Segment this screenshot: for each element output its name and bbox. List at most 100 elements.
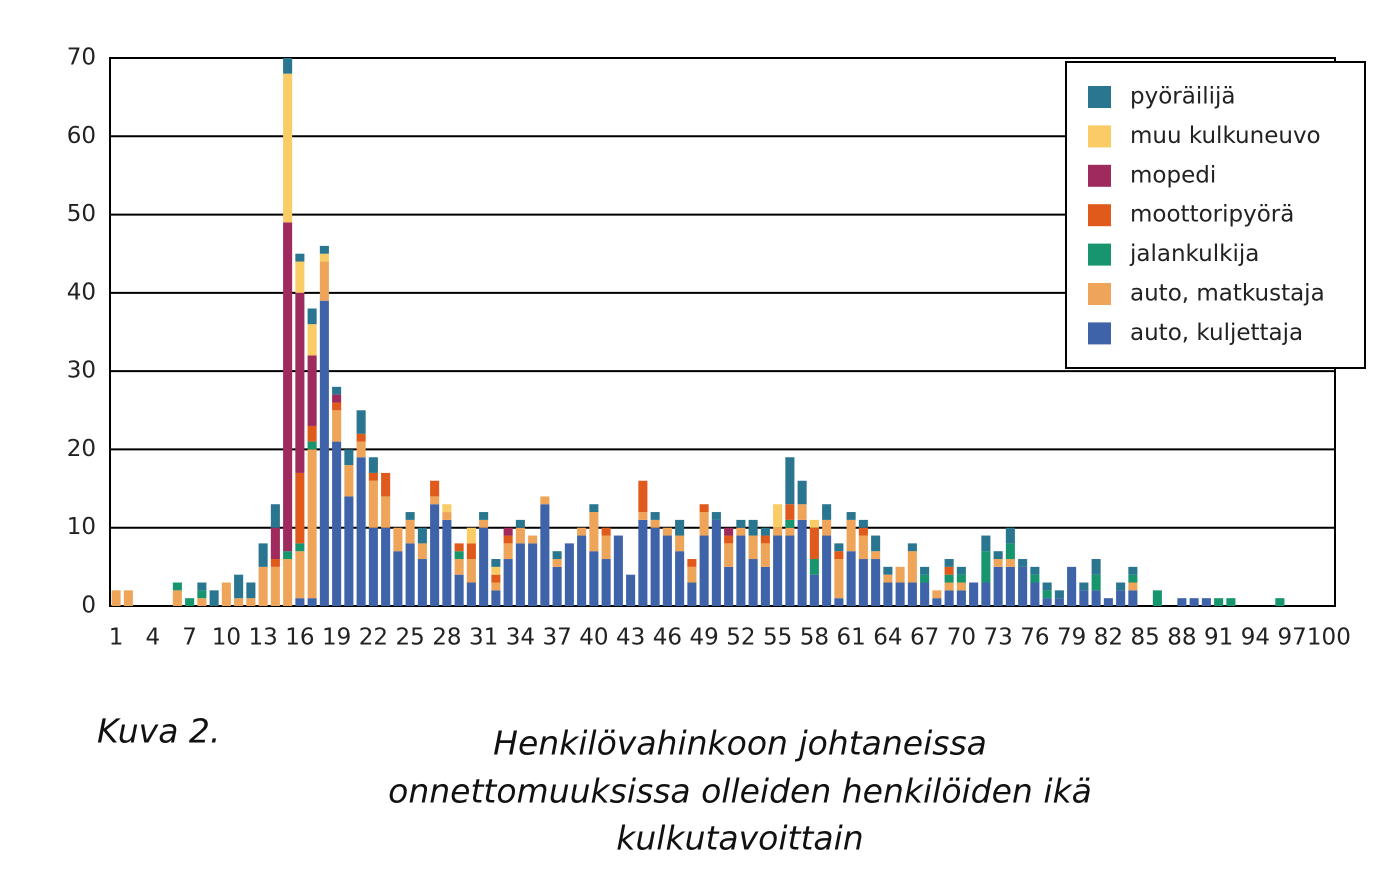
x-tick-label: 52: [726, 625, 755, 651]
bar-segment: [540, 504, 550, 606]
bar-segment: [552, 559, 562, 567]
bar-segment: [956, 566, 966, 575]
x-tick-label: 61: [836, 625, 865, 651]
bar-segment: [956, 574, 966, 583]
bar-segment: [956, 590, 966, 606]
bar-segment: [589, 551, 599, 606]
x-tick-label: 16: [285, 625, 314, 651]
x-tick-label: 64: [873, 625, 902, 651]
bar-segment: [344, 465, 354, 497]
bar-segment: [515, 527, 525, 544]
bar-segment: [442, 512, 452, 520]
y-tick-label: 50: [67, 201, 96, 227]
legend-swatch: [1088, 243, 1111, 266]
x-tick-label: 70: [947, 625, 976, 651]
bar-segment: [809, 519, 819, 528]
bar-segment: [1128, 590, 1138, 606]
bar-segment: [1201, 598, 1211, 606]
bar-segment: [172, 582, 182, 591]
bar-segment: [417, 527, 427, 544]
bar-segment: [307, 598, 317, 606]
bar-segment: [515, 519, 525, 528]
bar-segment: [1005, 559, 1015, 567]
bar-segment: [944, 582, 954, 591]
bar-segment: [1091, 574, 1101, 591]
bar-segment: [368, 527, 378, 606]
bar-segment: [1005, 543, 1015, 560]
bar-segment: [503, 559, 513, 606]
x-tick-label: 76: [1020, 625, 1049, 651]
bar-segment: [307, 441, 317, 450]
bar-segment: [773, 527, 783, 536]
x-tick-label: 22: [359, 625, 388, 651]
legend-label: moottoripyörä: [1130, 202, 1294, 228]
bar-segment: [736, 527, 746, 536]
x-tick-label: 34: [506, 625, 535, 651]
bar-segment: [711, 519, 721, 606]
bar-segment: [1005, 527, 1015, 544]
bar-segment: [540, 496, 550, 505]
bar-segment: [1030, 574, 1040, 583]
bar-segment: [822, 504, 832, 520]
bar-segment: [662, 535, 672, 606]
bar-segment: [858, 559, 868, 606]
bar-segment: [858, 519, 868, 528]
bar-segment: [442, 519, 452, 606]
bar-segment: [442, 504, 452, 513]
legend-box: [1065, 61, 1366, 369]
x-tick-label: 49: [689, 625, 718, 651]
bar-segment: [1018, 566, 1028, 606]
bar-segment: [785, 527, 795, 536]
bar-segment: [319, 245, 329, 254]
bar-segment: [613, 535, 623, 606]
bar-segment: [809, 527, 819, 560]
bar-segment: [846, 519, 856, 552]
bar-segment: [307, 449, 317, 599]
bar-segment: [1079, 582, 1089, 591]
bar-segment: [834, 559, 844, 599]
bar-segment: [1226, 598, 1236, 606]
bar-segment: [405, 543, 415, 606]
bar-segment: [981, 551, 991, 583]
bar-segment: [920, 574, 930, 583]
bar-segment: [993, 559, 1003, 567]
bar-segment: [736, 519, 746, 528]
bar-segment: [883, 566, 893, 575]
bar-segment: [711, 512, 721, 520]
x-tick-label: 19: [322, 625, 351, 651]
x-tick-label: 25: [395, 625, 424, 651]
x-tick-label: 58: [800, 625, 829, 651]
bar-segment: [834, 551, 844, 560]
bar-segment: [491, 559, 501, 567]
bar-segment: [956, 582, 966, 591]
bar-segment: [662, 527, 672, 536]
bar-segment: [197, 598, 207, 606]
bar-segment: [1214, 598, 1224, 606]
y-tick-label: 70: [67, 45, 96, 71]
bar-segment: [295, 551, 305, 599]
bar-segment: [871, 559, 881, 606]
bar-segment: [785, 457, 795, 505]
bar-segment: [258, 543, 268, 567]
bar-segment: [503, 527, 513, 536]
bar-segment: [417, 543, 427, 560]
legend-label: auto, matkustaja: [1130, 281, 1325, 307]
x-tick-label: 43: [616, 625, 645, 651]
bar-segment: [687, 559, 697, 567]
x-tick-label: 85: [1130, 625, 1159, 651]
bar-segment: [344, 496, 354, 606]
bar-segment: [699, 535, 709, 606]
chart-title: kulkutavoittain: [616, 819, 863, 858]
bar-segment: [895, 582, 905, 606]
bar-segment: [393, 527, 403, 552]
bar-segment: [1128, 574, 1138, 583]
bar-segment: [270, 566, 280, 606]
bar-segment: [295, 543, 305, 552]
x-tick-label: 4: [146, 625, 161, 651]
bar-segment: [381, 472, 391, 497]
x-tick-label: 46: [653, 625, 682, 651]
bar-segment: [283, 559, 293, 606]
bar-segment: [356, 441, 366, 458]
bar-segment: [785, 519, 795, 528]
bar-segment: [283, 58, 293, 74]
